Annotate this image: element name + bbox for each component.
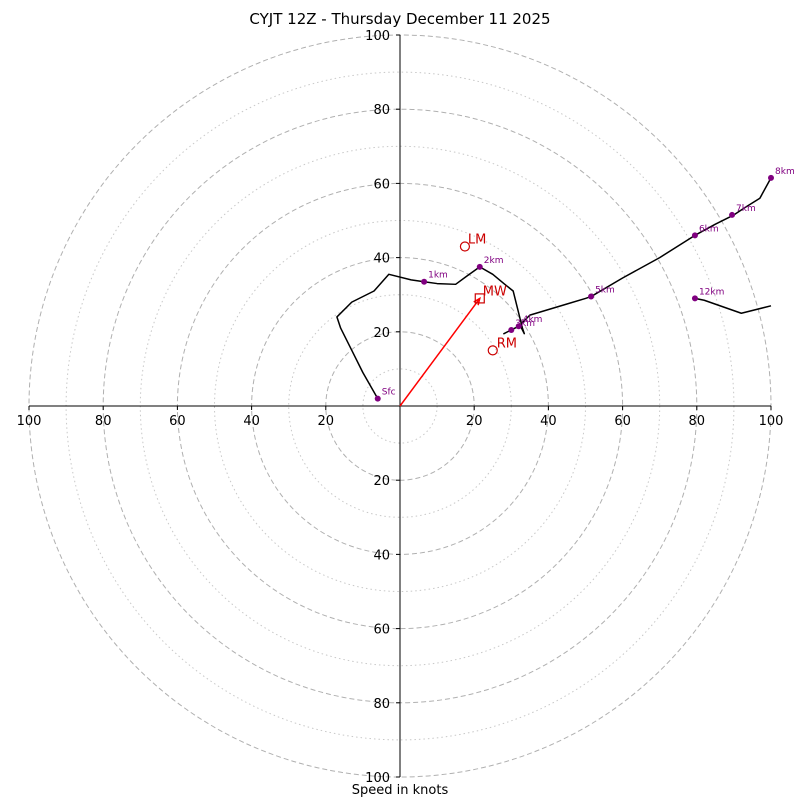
hodograph-upper-line xyxy=(694,297,772,314)
mean-wind-arrow-shaft xyxy=(399,297,481,407)
height-label-6km: 6km xyxy=(699,224,719,234)
height-marker-3km xyxy=(508,326,515,333)
height-label-12km: 12km xyxy=(699,287,724,297)
height-marker-2km xyxy=(476,263,483,270)
y-tick-label: 20 xyxy=(373,326,390,341)
mean-wind-vector xyxy=(399,296,481,407)
right-mover-marker xyxy=(487,345,498,356)
x-tick-label: 60 xyxy=(614,414,631,429)
y-tick-label: 20 xyxy=(373,474,390,489)
x-tick-label: 60 xyxy=(169,414,186,429)
hodograph-trace xyxy=(336,177,772,399)
height-label-5km: 5km xyxy=(595,286,615,296)
x-tick-label: 80 xyxy=(95,414,112,429)
height-label-3km: 3km xyxy=(515,319,535,329)
mean-wind-label: MW xyxy=(483,284,507,299)
x-tick-label: 40 xyxy=(540,414,557,429)
storm-motion-markers: LM RM MW xyxy=(459,232,517,356)
y-tick-label: 60 xyxy=(373,177,390,192)
left-mover-label: LM xyxy=(468,232,486,247)
height-marker-1km xyxy=(421,278,428,285)
height-marker-sfc xyxy=(374,395,381,402)
height-marker-5km xyxy=(588,293,595,300)
x-tick-label: 40 xyxy=(243,414,260,429)
height-marker-7km xyxy=(729,211,736,218)
height-label-sfc: Sfc xyxy=(382,388,396,398)
y-tick-label: 60 xyxy=(373,623,390,638)
height-marker-12km xyxy=(691,295,698,302)
x-tick-label: 20 xyxy=(318,414,335,429)
x-tick-label: 100 xyxy=(759,414,784,429)
height-marker-6km xyxy=(691,232,698,239)
height-marker-8km xyxy=(768,174,774,181)
chart-title: CYJT 12Z - Thursday December 11 2025 xyxy=(249,10,551,28)
mean-wind-marker xyxy=(474,293,485,304)
height-label-7km: 7km xyxy=(736,204,756,214)
x-tick-label: 80 xyxy=(689,414,706,429)
y-tick-label: 40 xyxy=(373,548,390,563)
y-tick-label: 80 xyxy=(373,697,390,712)
y-tick-label: 100 xyxy=(365,29,390,44)
left-mover-marker xyxy=(459,241,471,252)
height-label-4km: 4km xyxy=(523,315,543,325)
x-tick-label: 100 xyxy=(17,414,42,429)
height-label-1km: 1km xyxy=(428,271,448,281)
right-mover-label: RM xyxy=(497,336,517,351)
tick-labels: 100 80 60 40 20 20 40 60 80 100 100 80 60 40 20 20 40 60 8… xyxy=(17,29,784,786)
height-marker-4km xyxy=(515,323,522,330)
x-axis-label: Speed in knots xyxy=(351,783,449,798)
y-tick-label: 40 xyxy=(373,252,390,267)
y-tick-label: 100 xyxy=(365,771,390,786)
height-label-2km: 2km xyxy=(484,256,504,266)
x-tick-label: 20 xyxy=(466,414,483,429)
y-tick-label: 80 xyxy=(373,103,390,118)
hodograph-line xyxy=(336,177,772,399)
height-label-8km: 8km xyxy=(775,167,795,177)
